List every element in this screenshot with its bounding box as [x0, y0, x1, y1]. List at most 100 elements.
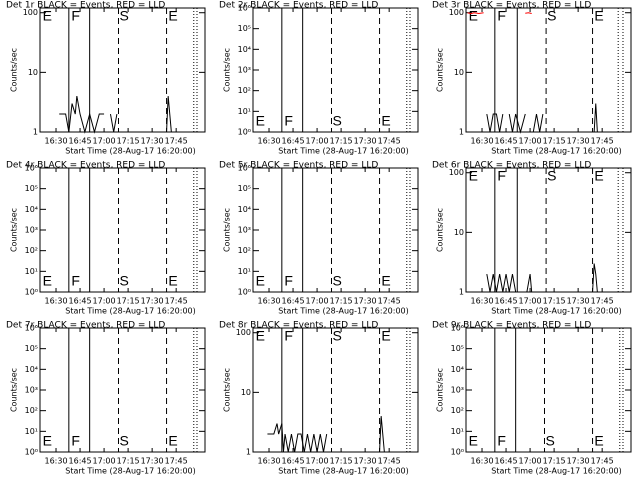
- event-label: E: [381, 328, 390, 344]
- x-tick-label: 17:45: [165, 297, 188, 306]
- x-tick-label: 17:15: [330, 297, 353, 306]
- event-label: F: [497, 433, 506, 449]
- event-label: E: [594, 8, 603, 24]
- event-label: F: [71, 273, 80, 289]
- x-axis-label: Start Time (28-Aug-17 16:20:00): [65, 467, 196, 476]
- y-tick-label: 10⁰: [25, 448, 38, 457]
- event-label: E: [43, 8, 52, 24]
- x-tick-label: 16:30: [44, 137, 67, 146]
- y-tick-label: 1: [246, 448, 251, 457]
- x-tick-label: 17:45: [378, 457, 401, 466]
- y-tick-label: 10⁵: [238, 24, 251, 33]
- x-tick-label: 17:45: [165, 137, 188, 146]
- x-tick-label: 17:45: [591, 297, 614, 306]
- series-line: [59, 96, 105, 134]
- x-tick-label: 17:30: [141, 457, 164, 466]
- event-label: E: [594, 168, 603, 184]
- x-tick-label: 17:45: [165, 457, 188, 466]
- event-label: E: [256, 328, 265, 344]
- x-tick-label: 16:30: [257, 297, 280, 306]
- event-label: E: [256, 273, 265, 289]
- x-axis-label: Start Time (28-Aug-17 16:20:00): [65, 307, 196, 316]
- x-tick-label: 16:30: [470, 457, 493, 466]
- x-tick-label: 17:15: [117, 297, 140, 306]
- x-tick-label: 17:30: [354, 457, 377, 466]
- panel: Det 4r BLACK = Events, RED = LLD Counts/s…: [6, 161, 206, 316]
- y-tick-label: 10³: [238, 66, 251, 75]
- event-label: S: [332, 328, 341, 344]
- y-tick-label: 10⁴: [25, 205, 38, 214]
- panel-title: Det 1r BLACK = Events, RED = LLD: [6, 1, 165, 11]
- event-label: S: [119, 8, 128, 24]
- x-tick-label: 17:00: [306, 457, 329, 466]
- panel-title: Det 4r BLACK = Events, RED = LLD: [6, 161, 165, 171]
- x-tick-label: 17:00: [93, 457, 116, 466]
- y-tick-label: 10⁴: [25, 365, 38, 374]
- y-axis-label: Counts/sec: [223, 208, 232, 252]
- x-tick-label: 16:30: [470, 297, 493, 306]
- x-tick-label: 17:15: [330, 457, 353, 466]
- panel-title: Det 9r BLACK = Events, RED = LLD: [432, 321, 591, 331]
- x-tick-label: 17:00: [519, 137, 542, 146]
- y-tick-label: 10¹: [25, 267, 38, 276]
- x-tick-label: 17:30: [141, 297, 164, 306]
- event-label: E: [381, 273, 390, 289]
- event-label: F: [71, 433, 80, 449]
- y-tick-label: 10⁴: [451, 365, 464, 374]
- x-tick-label: 17:00: [93, 137, 116, 146]
- y-tick-label: 10: [28, 68, 38, 77]
- x-axis-label: Start Time (28-Aug-17 16:20:00): [278, 467, 409, 476]
- panel: Det 9r BLACK = Events, RED = LLD Counts/s…: [432, 321, 632, 476]
- y-axis-label: Counts/sec: [10, 208, 19, 252]
- event-label: S: [547, 8, 556, 24]
- y-tick-label: 10¹: [238, 107, 251, 116]
- event-label: E: [168, 273, 177, 289]
- x-tick-label: 17:15: [117, 457, 140, 466]
- x-axis-label: Start Time (28-Aug-17 16:20:00): [278, 307, 409, 316]
- y-tick-label: 10²: [238, 246, 251, 255]
- event-label: F: [71, 8, 80, 24]
- event-label: S: [332, 273, 341, 289]
- x-axis-label: Start Time (28-Aug-17 16:20:00): [491, 147, 622, 156]
- x-tick-label: 16:45: [495, 457, 518, 466]
- x-tick-label: 17:30: [354, 297, 377, 306]
- x-tick-label: 16:45: [282, 297, 305, 306]
- y-tick-label: 10²: [238, 86, 251, 95]
- y-tick-label: 10²: [25, 246, 38, 255]
- y-tick-label: 10⁶: [451, 324, 464, 333]
- event-label: E: [469, 168, 478, 184]
- panel: Det 3r BLACK = Events, RED = LLD Counts/s…: [432, 1, 632, 156]
- y-tick-label: 100: [23, 8, 38, 17]
- plot-frame: [39, 7, 206, 133]
- series-line: [166, 96, 172, 133]
- x-tick-label: 17:45: [591, 137, 614, 146]
- y-tick-label: 10³: [238, 226, 251, 235]
- x-tick-label: 16:45: [69, 457, 92, 466]
- x-tick-label: 17:45: [378, 297, 401, 306]
- y-tick-label: 10⁶: [25, 324, 38, 333]
- y-axis-label: Counts/sec: [10, 368, 19, 412]
- series-line: [379, 416, 385, 453]
- y-tick-label: 10²: [25, 406, 38, 415]
- panel-title: Det 3r BLACK = Events, RED = LLD: [432, 1, 591, 11]
- y-tick-label: 10⁰: [238, 288, 251, 297]
- y-tick-label: 10⁴: [238, 205, 251, 214]
- event-label: F: [497, 168, 506, 184]
- series-line: [525, 12, 532, 14]
- x-tick-label: 16:45: [495, 297, 518, 306]
- plot-frame: [465, 7, 632, 133]
- x-tick-label: 17:00: [519, 297, 542, 306]
- panel: Det 5r BLACK = Events, RED = LLD Counts/s…: [219, 161, 419, 316]
- x-tick-label: 16:45: [69, 137, 92, 146]
- y-axis-label: Counts/sec: [10, 48, 19, 92]
- x-tick-label: 16:45: [69, 297, 92, 306]
- y-tick-label: 10¹: [238, 267, 251, 276]
- series-line: [526, 273, 533, 293]
- x-tick-label: 16:30: [44, 457, 67, 466]
- x-tick-label: 17:30: [354, 137, 377, 146]
- y-tick-label: 10¹: [451, 427, 464, 436]
- panel: Det 2r BLACK = Events, RED = LLD Counts/s…: [219, 1, 419, 156]
- event-label: S: [119, 273, 128, 289]
- event-label: S: [332, 113, 341, 129]
- event-label: E: [168, 8, 177, 24]
